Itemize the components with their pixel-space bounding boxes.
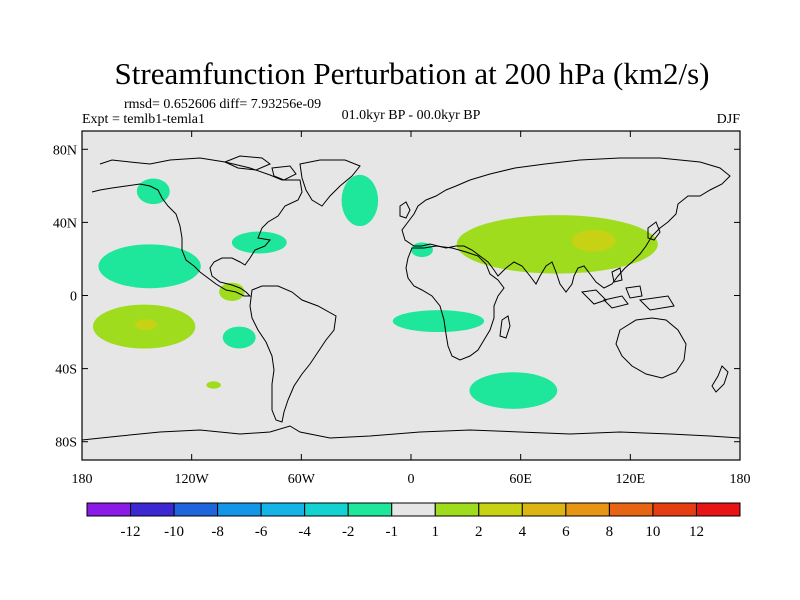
colorbar-label: 4 bbox=[519, 524, 527, 540]
chart-title: Streamfunction Perturbation at 200 hPa (… bbox=[115, 56, 710, 91]
coastline-greenland bbox=[299, 159, 361, 207]
anomaly-southeast-pacific-negative bbox=[222, 326, 256, 349]
colorbar-swatch bbox=[608, 502, 654, 517]
anomaly-east-us-negative bbox=[231, 231, 287, 254]
coastline-new-zealand bbox=[711, 365, 729, 393]
anomaly-south-pacific-core bbox=[135, 319, 157, 331]
colorbar-label: -8 bbox=[211, 524, 224, 540]
colorbar-label: -10 bbox=[164, 524, 184, 540]
colorbar-label: 8 bbox=[606, 524, 614, 540]
coastline-british-isles bbox=[399, 201, 411, 219]
y-tick-label: 40S bbox=[55, 363, 77, 378]
colorbar-label: 10 bbox=[645, 524, 660, 540]
colorbar: -12 -10 -8 -6 -4 -2 -1 1 2 4 6 8 10 12 bbox=[86, 502, 741, 540]
x-tick-label: 0 bbox=[408, 472, 415, 487]
x-tick-label: 60E bbox=[509, 472, 532, 487]
center-subtitle: 01.0kyr BP - 00.0kyr BP bbox=[342, 108, 481, 123]
anomaly-asia-core bbox=[571, 229, 616, 252]
y-axis: 80N 40N 0 40S 80S bbox=[53, 143, 740, 451]
colorbar-swatch bbox=[478, 502, 523, 517]
x-tick-label: 180 bbox=[730, 472, 751, 487]
colorbar-label: 12 bbox=[689, 524, 704, 540]
anomaly-layer bbox=[92, 174, 658, 409]
colorbar-swatch bbox=[217, 502, 262, 517]
anomaly-southern-ocean-negative bbox=[469, 372, 558, 409]
coastlines bbox=[82, 155, 740, 441]
anomaly-subantarctic-pacific-positive bbox=[206, 381, 221, 389]
colorbar-label: -1 bbox=[385, 524, 398, 540]
anomaly-alaska-negative bbox=[136, 178, 170, 205]
colorbar-swatch bbox=[391, 502, 436, 517]
coastline-maritime-continent bbox=[580, 267, 675, 311]
colorbar-label: -4 bbox=[298, 524, 311, 540]
left-subtitle: Expt = temlb1-temla1 bbox=[82, 112, 205, 127]
colorbar-swatch bbox=[565, 502, 610, 517]
coastline-eurasia bbox=[401, 157, 731, 293]
colorbar-swatch bbox=[260, 502, 306, 517]
colorbar-label: 2 bbox=[475, 524, 483, 540]
colorbar-swatch bbox=[86, 502, 132, 517]
x-tick-label: 120W bbox=[175, 472, 210, 487]
y-tick-label: 0 bbox=[70, 290, 77, 305]
anomaly-asia-positive bbox=[456, 215, 658, 274]
anomaly-sahara-negative bbox=[411, 242, 433, 258]
colorbar-swatch bbox=[695, 502, 741, 517]
colorbar-label: 1 bbox=[432, 524, 440, 540]
colorbar-swatch bbox=[434, 502, 480, 517]
coastline-antarctica bbox=[82, 425, 740, 441]
coastline-arctic-islands bbox=[223, 155, 297, 181]
y-tick-label: 80N bbox=[53, 143, 77, 158]
colorbar-label: -6 bbox=[255, 524, 268, 540]
y-tick-label: 40N bbox=[53, 216, 77, 231]
coastline-madagascar bbox=[499, 315, 511, 339]
anomaly-north-atlantic-negative bbox=[341, 174, 379, 227]
colorbar-swatch bbox=[652, 502, 697, 517]
y-tick-label: 80S bbox=[55, 436, 77, 451]
stats-line: rmsd= 0.652606 diff= 7.93256e-09 bbox=[124, 97, 321, 112]
x-axis: 180 120W 60W 0 60E 120E 180 bbox=[72, 131, 751, 487]
coastline-japan bbox=[647, 221, 661, 241]
colorbar-swatch bbox=[173, 502, 219, 517]
coastline-south-america bbox=[249, 285, 337, 423]
colorbar-label: -2 bbox=[342, 524, 355, 540]
coastline-africa bbox=[405, 245, 505, 361]
colorbar-swatch bbox=[521, 502, 567, 517]
colorbar-label: 6 bbox=[562, 524, 570, 540]
right-subtitle: DJF bbox=[717, 112, 741, 127]
anomaly-south-atlantic-negative bbox=[392, 310, 485, 333]
x-tick-label: 60W bbox=[288, 472, 316, 487]
x-tick-label: 180 bbox=[72, 472, 93, 487]
map-background bbox=[82, 131, 740, 460]
colorbar-swatch bbox=[304, 502, 349, 517]
x-tick-label: 120E bbox=[616, 472, 646, 487]
colorbar-swatch bbox=[347, 502, 393, 517]
coastline-australia bbox=[615, 317, 687, 379]
coastline-north-america bbox=[91, 157, 303, 297]
colorbar-label: -12 bbox=[121, 524, 141, 540]
anomaly-north-pacific-negative bbox=[98, 244, 201, 289]
colorbar-swatch bbox=[130, 502, 175, 517]
